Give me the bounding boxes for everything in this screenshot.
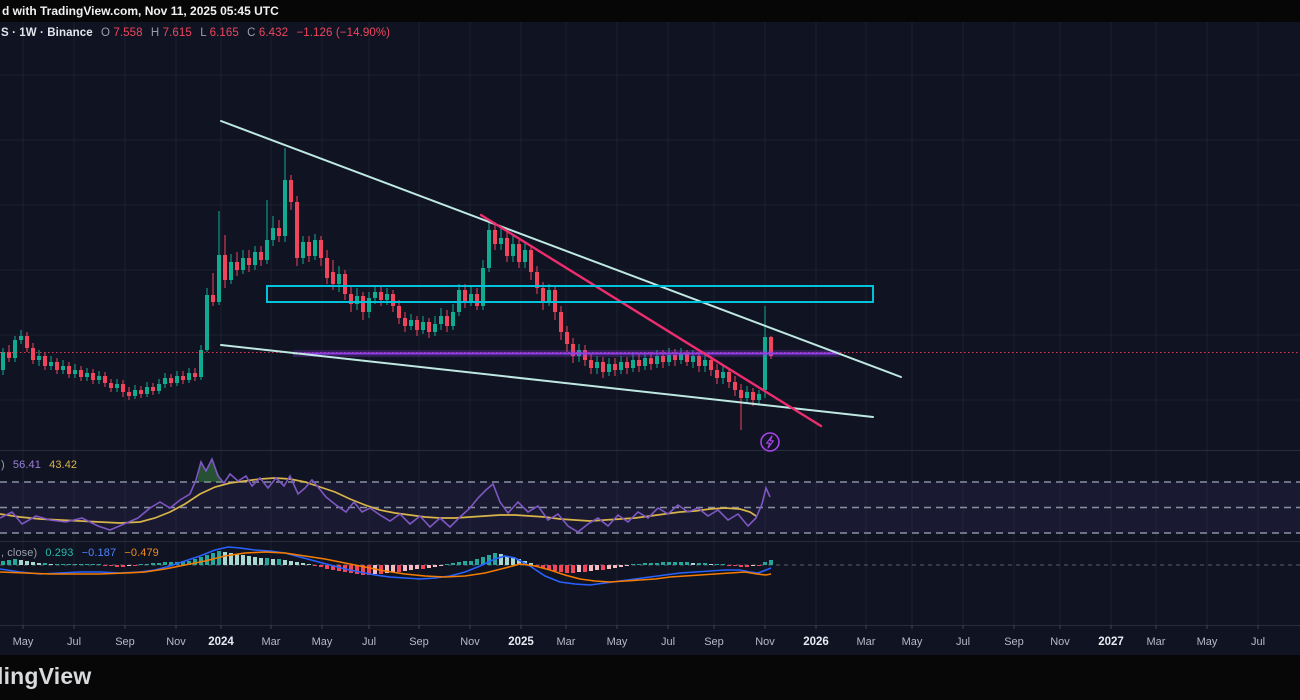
axis-year-label: 2025 <box>508 636 534 648</box>
axis-month-label: May <box>902 636 923 648</box>
axis-month-label: Jul <box>956 636 970 648</box>
low-label: L <box>200 27 207 39</box>
symbol-title[interactable]: S · 1W · Binance <box>1 27 93 39</box>
time-axis[interactable]: May Jul Sep Nov 2024 Mar May Jul Sep Nov 2025 Mar Ma… <box>13 625 1265 648</box>
rsi-value: 56.41 <box>12 459 41 471</box>
lightning-badge-icon[interactable] <box>760 432 780 452</box>
rsi-legend[interactable]: ) 56.41 43.42 <box>1 459 82 471</box>
axis-month-label: May <box>607 636 628 648</box>
axis-month-label: Sep <box>704 636 724 648</box>
ohlc-legend[interactable]: S · 1W · Binance O 7.558 H 7.615 L 6.165… <box>1 27 395 39</box>
rsi-line <box>0 456 771 533</box>
axis-month-label: Sep <box>115 636 135 648</box>
publish-info-bar: d with TradingView.com, Nov 11, 2025 05:… <box>0 0 1300 22</box>
axis-month-label: Jul <box>661 636 675 648</box>
candlestick-series <box>1 148 773 430</box>
lightning-bolt-glyph <box>766 435 774 449</box>
rsi-overbought-fill <box>197 459 222 482</box>
macd-label-suffix: , close) <box>1 547 38 559</box>
axis-month-label: Nov <box>460 636 480 648</box>
axis-month-label: Mar <box>857 636 876 648</box>
axis-month-label: Sep <box>409 636 429 648</box>
axis-month-label: May <box>1197 636 1218 648</box>
open-value: 7.558 <box>113 27 143 39</box>
rsi-ma-value: 43.42 <box>49 459 78 471</box>
close-label: C <box>247 27 256 39</box>
high-label: H <box>150 27 160 39</box>
close-value: 6.432 <box>258 27 289 39</box>
low-value: 6.165 <box>209 27 239 39</box>
publish-info-text: d with TradingView.com, Nov 11, 2025 05:… <box>2 4 279 18</box>
axis-month-label: Mar <box>262 636 281 648</box>
macd-line-value: −0.187 <box>81 547 117 559</box>
rsi-label-suffix: ) <box>1 459 5 471</box>
lower-descending-trendline[interactable] <box>220 344 874 418</box>
axis-year-label: 2026 <box>803 636 829 648</box>
tradingview-logo[interactable]: lingView <box>0 663 92 689</box>
axis-month-label: May <box>312 636 333 648</box>
rsi-ma-line <box>0 477 757 524</box>
axis-year-label: 2024 <box>208 636 234 648</box>
axis-month-label: Nov <box>1050 636 1070 648</box>
chart-drawings[interactable] <box>0 120 1300 452</box>
axis-month-label: May <box>13 636 34 648</box>
pink-trendline[interactable] <box>479 213 823 428</box>
bottom-toolbar: lingView <box>0 655 1300 700</box>
axis-month-label: Mar <box>1147 636 1166 648</box>
axis-month-label: Jul <box>362 636 376 648</box>
macd-panel <box>0 546 1300 586</box>
macd-line <box>0 546 772 586</box>
change-value: −1.126 (−14.90%) <box>296 27 391 39</box>
axis-month-label: Nov <box>755 636 775 648</box>
macd-signal-value: −0.479 <box>124 547 159 559</box>
grid-lines <box>0 22 1300 625</box>
axis-year-label: 2027 <box>1098 636 1124 648</box>
supply-zone-rectangle[interactable] <box>266 285 874 303</box>
axis-month-label: Jul <box>1251 636 1265 648</box>
rsi-panel <box>0 456 1300 534</box>
axis-month-label: Sep <box>1004 636 1024 648</box>
open-label: O <box>101 27 111 39</box>
axis-month-label: Mar <box>557 636 576 648</box>
macd-signal-line <box>0 551 772 583</box>
macd-hist-value: 0.293 <box>45 547 74 559</box>
macd-legend[interactable]: , close) 0.293 −0.187 −0.479 <box>1 547 164 559</box>
axis-month-label: Jul <box>67 636 81 648</box>
high-value: 7.615 <box>162 27 192 39</box>
axis-month-label: Nov <box>166 636 186 648</box>
upper-descending-trendline[interactable] <box>220 120 902 378</box>
panel-separators <box>0 450 1300 626</box>
